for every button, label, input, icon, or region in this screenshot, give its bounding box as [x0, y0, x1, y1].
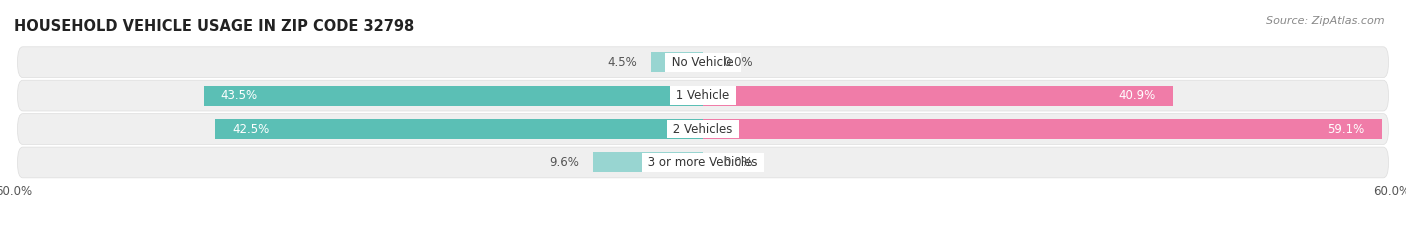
Legend: Owner-occupied, Renter-occupied: Owner-occupied, Renter-occupied [579, 231, 827, 234]
Text: No Vehicle: No Vehicle [668, 56, 738, 69]
FancyBboxPatch shape [17, 80, 1389, 111]
Text: 1 Vehicle: 1 Vehicle [672, 89, 734, 102]
Text: 3 or more Vehicles: 3 or more Vehicles [644, 156, 762, 169]
FancyBboxPatch shape [17, 147, 1389, 178]
Text: 43.5%: 43.5% [221, 89, 257, 102]
Text: Source: ZipAtlas.com: Source: ZipAtlas.com [1267, 16, 1385, 26]
Bar [215, 119, 703, 139]
Text: 9.6%: 9.6% [550, 156, 579, 169]
Text: 4.5%: 4.5% [607, 56, 637, 69]
Text: 0.0%: 0.0% [724, 56, 754, 69]
Text: 42.5%: 42.5% [232, 123, 270, 135]
Bar [651, 52, 703, 72]
Text: HOUSEHOLD VEHICLE USAGE IN ZIP CODE 32798: HOUSEHOLD VEHICLE USAGE IN ZIP CODE 3279… [14, 19, 415, 34]
Text: 59.1%: 59.1% [1327, 123, 1364, 135]
Bar [593, 152, 703, 172]
FancyBboxPatch shape [17, 47, 1389, 77]
FancyBboxPatch shape [17, 114, 1389, 144]
Text: 40.9%: 40.9% [1118, 89, 1156, 102]
Text: 2 Vehicles: 2 Vehicles [669, 123, 737, 135]
Bar [204, 86, 703, 106]
Text: 0.0%: 0.0% [724, 156, 754, 169]
Bar [703, 119, 1382, 139]
Bar [703, 86, 1173, 106]
